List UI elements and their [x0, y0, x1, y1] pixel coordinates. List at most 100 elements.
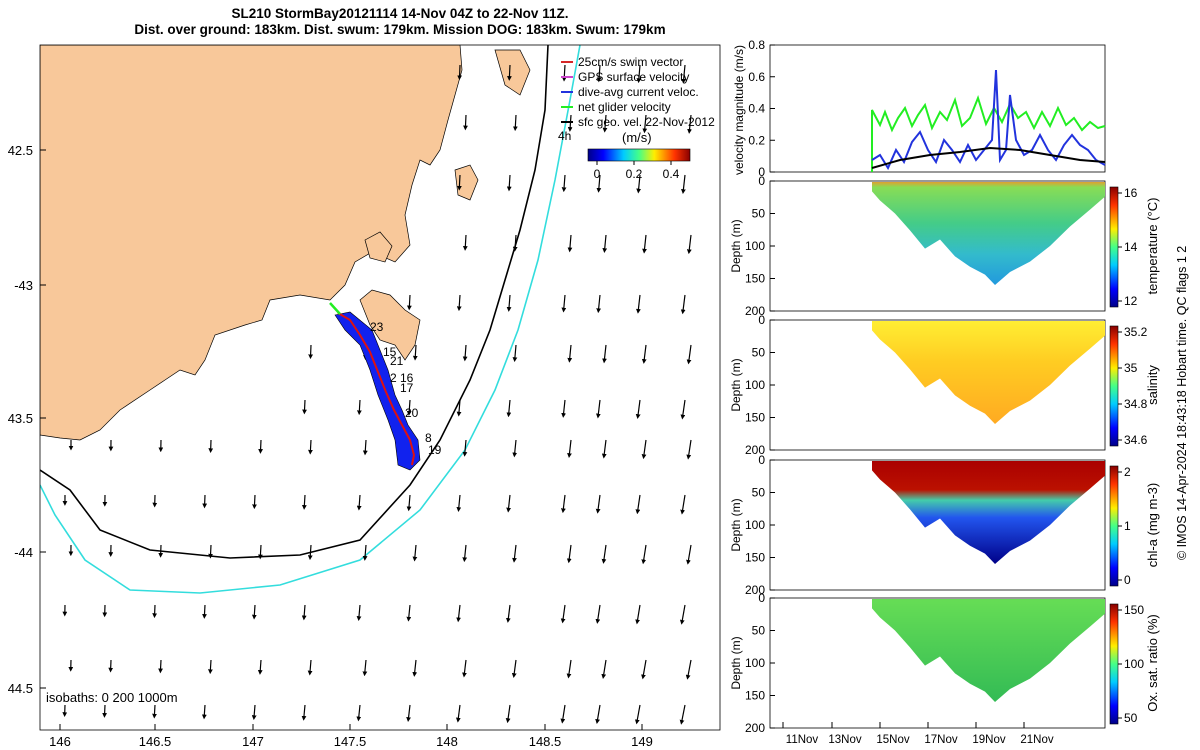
- velocity-vector: [512, 544, 517, 563]
- speed-colorbar-ticks: 0 0.2 0.4: [594, 161, 680, 181]
- track-label: 23: [370, 320, 384, 334]
- velocity-vector: [202, 604, 207, 619]
- depth-tick-label: 0: [758, 453, 765, 467]
- chla-section-panel: 0 50 100 150 200 Depth (m) 2 1 0 chl-a (mg m-3): [729, 453, 1160, 597]
- east-island-c: [364, 231, 393, 263]
- velocity-vector: [362, 659, 368, 677]
- velocity-vector: [641, 659, 647, 680]
- map-x-tick-label: 148: [436, 734, 458, 749]
- velocity-vector: [602, 234, 608, 253]
- legend-label: net glider velocity: [578, 100, 671, 114]
- velocity-vector: [208, 544, 213, 559]
- colorbar-tick-label: 0.2: [626, 167, 643, 181]
- map-y-tick-label: 44.5: [8, 681, 33, 696]
- velocity-vector: [641, 544, 647, 565]
- black-sfc-line: [871, 146, 1106, 169]
- tasman-peninsula: [359, 289, 421, 361]
- velocity-vector: [251, 604, 257, 620]
- velocity-vector: [560, 494, 566, 514]
- time-label: 4h: [558, 129, 571, 143]
- depth-tick-label: 200: [745, 304, 765, 318]
- velocity-vector: [560, 704, 566, 724]
- velocity-vector: [301, 704, 307, 721]
- velocity-vector: [506, 399, 512, 418]
- velocity-vector: [636, 64, 642, 84]
- velocity-vector: [462, 439, 468, 457]
- temperature-section-field: [872, 182, 1105, 285]
- velocity-vector: [679, 704, 686, 725]
- depth-tick-label: 200: [745, 721, 765, 735]
- depth-tick-label: 50: [752, 207, 766, 221]
- velocity-vector: [595, 704, 601, 725]
- velocity-vector: [158, 659, 163, 674]
- velocity-vector: [302, 399, 307, 415]
- isobaths-label: isobaths: 0 200 1000m: [46, 690, 178, 705]
- depth-tick-label: 100: [745, 656, 765, 670]
- time-tick-label: 17Nov: [924, 734, 957, 746]
- velocity-vector: [567, 344, 573, 363]
- depth-tick-label: 150: [745, 411, 765, 425]
- speed-colorbar: [587, 148, 691, 162]
- cbar-tick-label: 150: [1124, 603, 1144, 617]
- map-x-tick-label: 147.5: [334, 734, 367, 749]
- velocity-vector: [642, 114, 648, 134]
- velocity-vector: [505, 704, 511, 724]
- cbar-tick-label: 1: [1124, 519, 1131, 533]
- velocity-vector: [457, 174, 462, 191]
- velocity-vector: [455, 704, 461, 723]
- velocity-vector: [462, 659, 467, 678]
- vel-y-tick-label: 0.4: [748, 102, 765, 116]
- vel-ylabel: velocity magnitude (m/s): [732, 45, 746, 175]
- legend-label: dive-avg current veloc.: [578, 85, 699, 99]
- velocity-vector: [406, 399, 412, 416]
- velocity-vector: [512, 344, 518, 363]
- vel-y-tick-label: 0: [758, 165, 765, 179]
- vel-y-tick-label: 0.2: [748, 133, 765, 147]
- velocity-vector: [686, 344, 692, 365]
- velocity-vector: [356, 494, 362, 511]
- map-axes: 146 146.5 147 147.5 148 148.5 149 42.5 -43 43.5 -4…: [8, 143, 653, 749]
- legend-label: sfc geo. vel. 22-Nov-2012: [578, 115, 715, 129]
- velocity-vector: [636, 294, 641, 314]
- velocity-vector: [356, 399, 362, 416]
- velocity-vector: [258, 544, 263, 560]
- track-label: 19: [428, 443, 442, 457]
- legend-label: GPS surface velocity: [578, 70, 689, 84]
- cbar-tick-label: 16: [1124, 186, 1138, 200]
- velocity-vector: [456, 494, 462, 512]
- velocity-vectors: [62, 64, 692, 725]
- glider-track-line: [337, 312, 416, 466]
- isobath-200m: [40, 45, 549, 559]
- title-line-1: SL210 StormBay20121114 14-Nov 04Z to 22-…: [231, 6, 569, 21]
- velocity-vector: [561, 174, 567, 193]
- colorbar-unit: (m/s): [622, 130, 652, 145]
- velocity-vector: [595, 604, 601, 624]
- velocity-vector: [462, 344, 468, 362]
- track-label: 8: [425, 431, 432, 445]
- velocity-vector: [301, 604, 307, 621]
- cbar-tick-label: 34.6: [1124, 433, 1148, 447]
- velocity-vector: [412, 659, 418, 677]
- velocity-vector: [201, 704, 207, 720]
- depth-tick-label: 50: [752, 486, 766, 500]
- east-island-b: [494, 49, 531, 96]
- vel-y-tick-label: 0.8: [748, 38, 765, 52]
- velocity-vector: [567, 234, 573, 253]
- velocity-vector: [635, 399, 641, 420]
- velocity-vector: [636, 174, 642, 194]
- velocity-vector: [561, 294, 567, 313]
- map-x-tick-label: 148.5: [529, 734, 562, 749]
- velocity-vector: [635, 604, 641, 625]
- isobath-1000m: [40, 45, 581, 594]
- time-axis: 11Nov 13Nov 15Nov 17Nov 19Nov 21Nov: [782, 722, 1054, 746]
- time-tick-label: 11Nov: [786, 734, 819, 746]
- depth-tick-label: 150: [745, 272, 765, 286]
- velocity-vector: [252, 494, 257, 510]
- depth-tick-label: 200: [745, 583, 765, 597]
- map-y-tick-label: 42.5: [8, 143, 33, 158]
- track-label: 16: [400, 371, 414, 385]
